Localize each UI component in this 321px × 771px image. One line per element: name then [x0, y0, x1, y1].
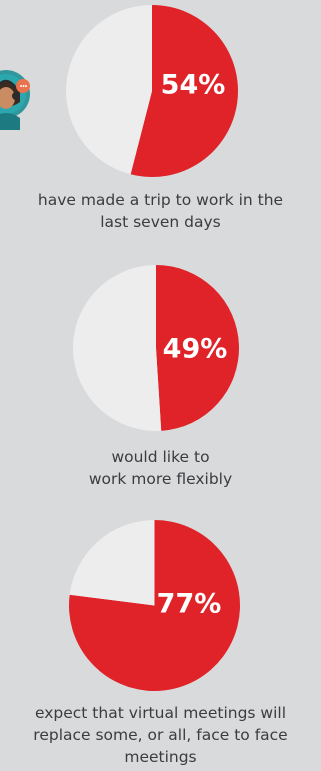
caption-work-flexibly: would like to work more flexibly: [0, 446, 321, 490]
pie-slice-highlight: [130, 5, 238, 177]
pie-slice-highlight: [69, 520, 241, 691]
pie-label-percentage: 77%: [157, 589, 222, 620]
caption-line: would like to: [111, 448, 210, 466]
caption-virtual-meetings: expect that virtual meetings will replac…: [0, 702, 321, 768]
pie-slice-remainder: [72, 265, 162, 431]
pie-label-percentage: 49%: [163, 334, 228, 365]
pie-slice-highlight: [156, 265, 239, 431]
pie-chart-virtual-meetings: 77%: [69, 520, 241, 691]
caption-trip-to-work: have made a trip to work in the last sev…: [0, 189, 321, 233]
caption-line: have made a trip to work in the: [37, 191, 284, 209]
pie-slice-remainder: [69, 520, 155, 606]
pie-chart-work-flexibly: 49%: [72, 265, 239, 431]
pie-chart-trip-to-work: 54%: [65, 5, 238, 177]
pie-slice-remainder: [65, 5, 152, 175]
caption-line: replace some, or all, face to face: [33, 726, 288, 744]
caption-line: last seven days: [100, 213, 221, 231]
person-with-headset-icon: [0, 70, 30, 130]
caption-line: work more flexibly: [88, 470, 233, 488]
caption-line: expect that virtual meetings will: [34, 704, 287, 722]
pie-label-percentage: 54%: [161, 70, 226, 101]
caption-line: meetings: [124, 748, 197, 766]
